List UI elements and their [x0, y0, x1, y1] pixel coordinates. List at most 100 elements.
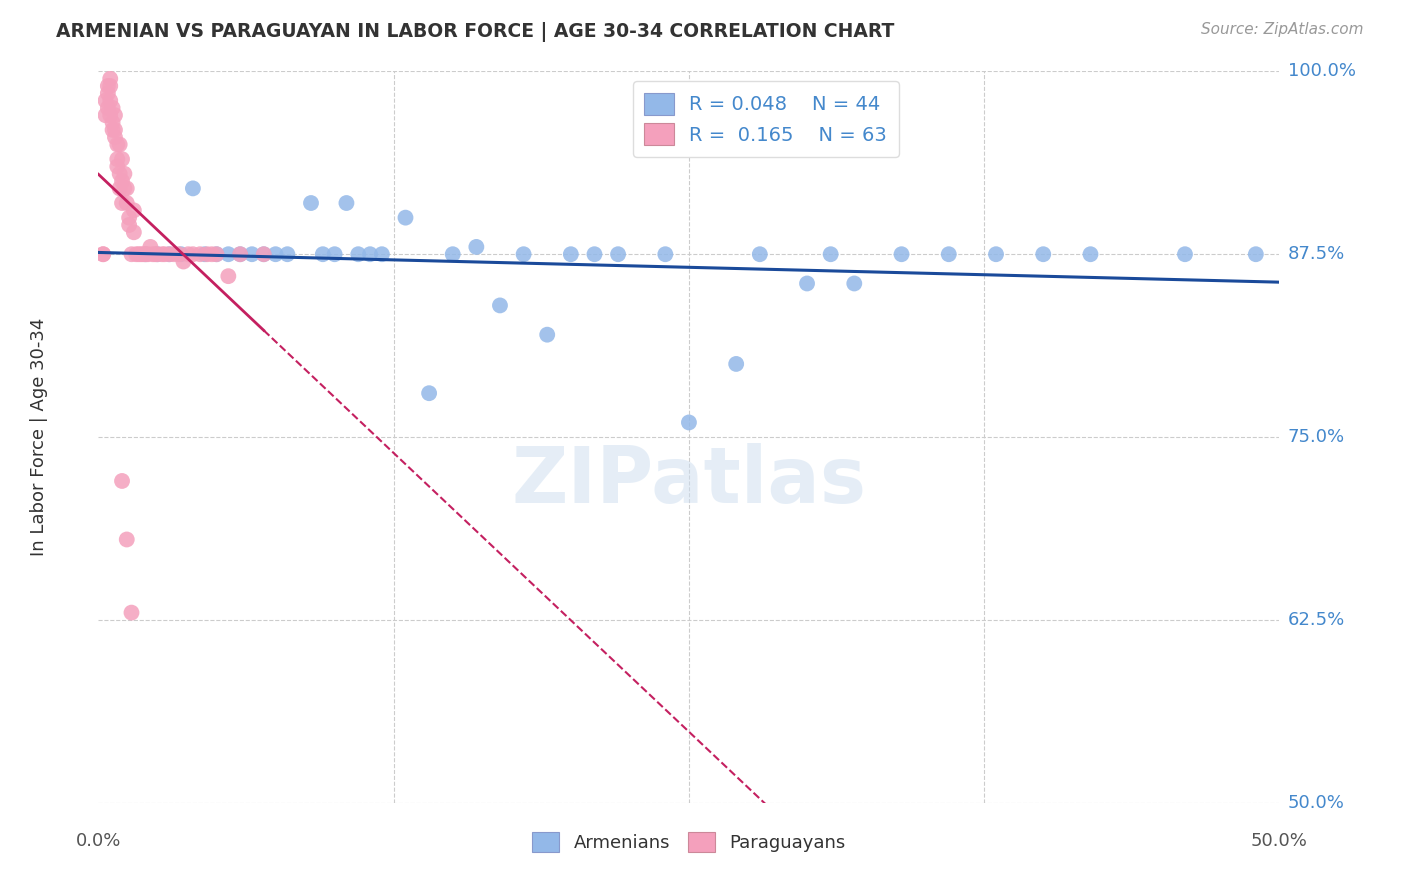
- Point: [122, 225, 145, 239]
- Point: [890, 247, 912, 261]
- Point: [143, 247, 166, 261]
- Point: [157, 247, 180, 261]
- Point: [229, 247, 252, 261]
- Point: [118, 211, 141, 225]
- Point: [229, 247, 252, 261]
- Point: [820, 247, 842, 261]
- Point: [181, 181, 204, 195]
- Point: [678, 416, 700, 430]
- Point: [335, 196, 357, 211]
- Point: [111, 474, 134, 488]
- Point: [299, 196, 322, 211]
- Point: [195, 247, 218, 261]
- Point: [560, 247, 582, 261]
- Point: [984, 247, 1007, 261]
- Point: [181, 247, 204, 261]
- Point: [371, 247, 394, 261]
- Point: [172, 254, 194, 268]
- Text: 50.0%: 50.0%: [1288, 794, 1344, 812]
- Point: [94, 108, 117, 122]
- Text: 62.5%: 62.5%: [1288, 611, 1346, 629]
- Point: [112, 181, 135, 195]
- Point: [201, 247, 224, 261]
- Point: [167, 247, 190, 261]
- Point: [97, 87, 120, 101]
- Point: [157, 247, 180, 261]
- Point: [177, 247, 200, 261]
- Point: [217, 269, 239, 284]
- Point: [359, 247, 381, 261]
- Point: [163, 247, 186, 261]
- Point: [194, 247, 217, 261]
- Point: [105, 160, 128, 174]
- Point: [98, 78, 121, 93]
- Point: [101, 115, 124, 129]
- Point: [125, 247, 148, 261]
- Point: [844, 277, 866, 291]
- Point: [115, 533, 138, 547]
- Point: [607, 247, 630, 261]
- Point: [108, 181, 131, 195]
- Point: [276, 247, 298, 261]
- Point: [150, 247, 173, 261]
- Point: [98, 108, 121, 122]
- Text: In Labor Force | Age 30-34: In Labor Force | Age 30-34: [31, 318, 48, 557]
- Point: [101, 123, 124, 137]
- Point: [512, 247, 534, 261]
- Legend: Armenians, Paraguayans: Armenians, Paraguayans: [524, 824, 853, 860]
- Point: [153, 247, 176, 261]
- Point: [118, 218, 141, 232]
- Point: [205, 247, 228, 261]
- Point: [1080, 247, 1102, 261]
- Point: [115, 196, 138, 211]
- Point: [725, 357, 748, 371]
- Point: [170, 247, 193, 261]
- Point: [217, 247, 239, 261]
- Point: [98, 71, 121, 86]
- Point: [654, 247, 676, 261]
- Point: [489, 298, 512, 312]
- Point: [115, 181, 138, 195]
- Point: [97, 101, 120, 115]
- Point: [205, 247, 228, 261]
- Point: [441, 247, 464, 261]
- Point: [132, 247, 155, 261]
- Point: [111, 152, 134, 166]
- Point: [347, 247, 370, 261]
- Point: [1244, 247, 1267, 261]
- Text: 75.0%: 75.0%: [1288, 428, 1346, 446]
- Point: [418, 386, 440, 401]
- Point: [938, 247, 960, 261]
- Text: 50.0%: 50.0%: [1251, 832, 1308, 850]
- Point: [98, 94, 121, 108]
- Point: [104, 130, 127, 145]
- Point: [112, 167, 135, 181]
- Point: [323, 247, 346, 261]
- Point: [146, 247, 169, 261]
- Point: [253, 247, 276, 261]
- Point: [91, 247, 114, 261]
- Point: [101, 101, 124, 115]
- Point: [139, 240, 162, 254]
- Point: [240, 247, 263, 261]
- Point: [748, 247, 770, 261]
- Point: [121, 247, 143, 261]
- Point: [142, 247, 165, 261]
- Point: [128, 247, 150, 261]
- Text: ARMENIAN VS PARAGUAYAN IN LABOR FORCE | AGE 30-34 CORRELATION CHART: ARMENIAN VS PARAGUAYAN IN LABOR FORCE | …: [56, 22, 894, 42]
- Point: [94, 94, 117, 108]
- Point: [105, 152, 128, 166]
- Point: [135, 247, 157, 261]
- Point: [91, 247, 114, 261]
- Point: [1174, 247, 1197, 261]
- Point: [188, 247, 211, 261]
- Text: Source: ZipAtlas.com: Source: ZipAtlas.com: [1201, 22, 1364, 37]
- Point: [111, 196, 134, 211]
- Text: 100.0%: 100.0%: [1288, 62, 1355, 80]
- Point: [1032, 247, 1054, 261]
- Point: [121, 606, 143, 620]
- Point: [108, 167, 131, 181]
- Point: [796, 277, 818, 291]
- Point: [105, 137, 128, 152]
- Point: [583, 247, 606, 261]
